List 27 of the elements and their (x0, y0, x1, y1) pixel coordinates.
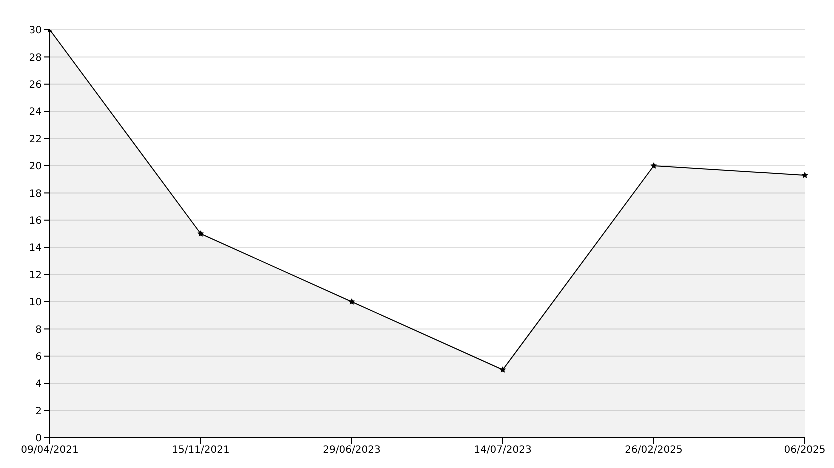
y-tick-label: 14 (29, 243, 42, 254)
point (198, 230, 204, 237)
point (802, 172, 808, 178)
y-tick-label: 16 (29, 216, 42, 227)
y-tick-label: 6 (36, 352, 42, 363)
x-tick-label: 14/07/2023 (474, 445, 532, 456)
y-tick-label: 0 (36, 434, 42, 445)
y-tick-label: 12 (29, 270, 42, 282)
y-tick-label: 20 (29, 162, 42, 173)
x-tick-label: 29/06/2023 (323, 445, 381, 456)
x-tick-label: 26/02/2025 (625, 445, 683, 456)
y-tick-label: 22 (29, 134, 42, 146)
y-tick-label: 4 (36, 379, 42, 390)
y-tick-label: 10 (29, 298, 42, 309)
y-tick-label: 2 (36, 406, 42, 418)
point (650, 162, 658, 169)
y-tick-label: 26 (29, 80, 42, 91)
y-tick-label: 24 (29, 107, 42, 118)
y-tick-label: 30 (29, 26, 42, 37)
x-tick-label: 06/2025 (784, 445, 826, 456)
x-tick-label: 15/11/2021 (172, 445, 230, 456)
point (348, 298, 356, 305)
x-tick-label: 09/04/2021 (21, 445, 79, 456)
y-tick-label: 18 (29, 188, 42, 200)
y-tick-label: 8 (36, 324, 42, 336)
point (500, 366, 506, 373)
y-tick-label: 28 (29, 52, 42, 64)
